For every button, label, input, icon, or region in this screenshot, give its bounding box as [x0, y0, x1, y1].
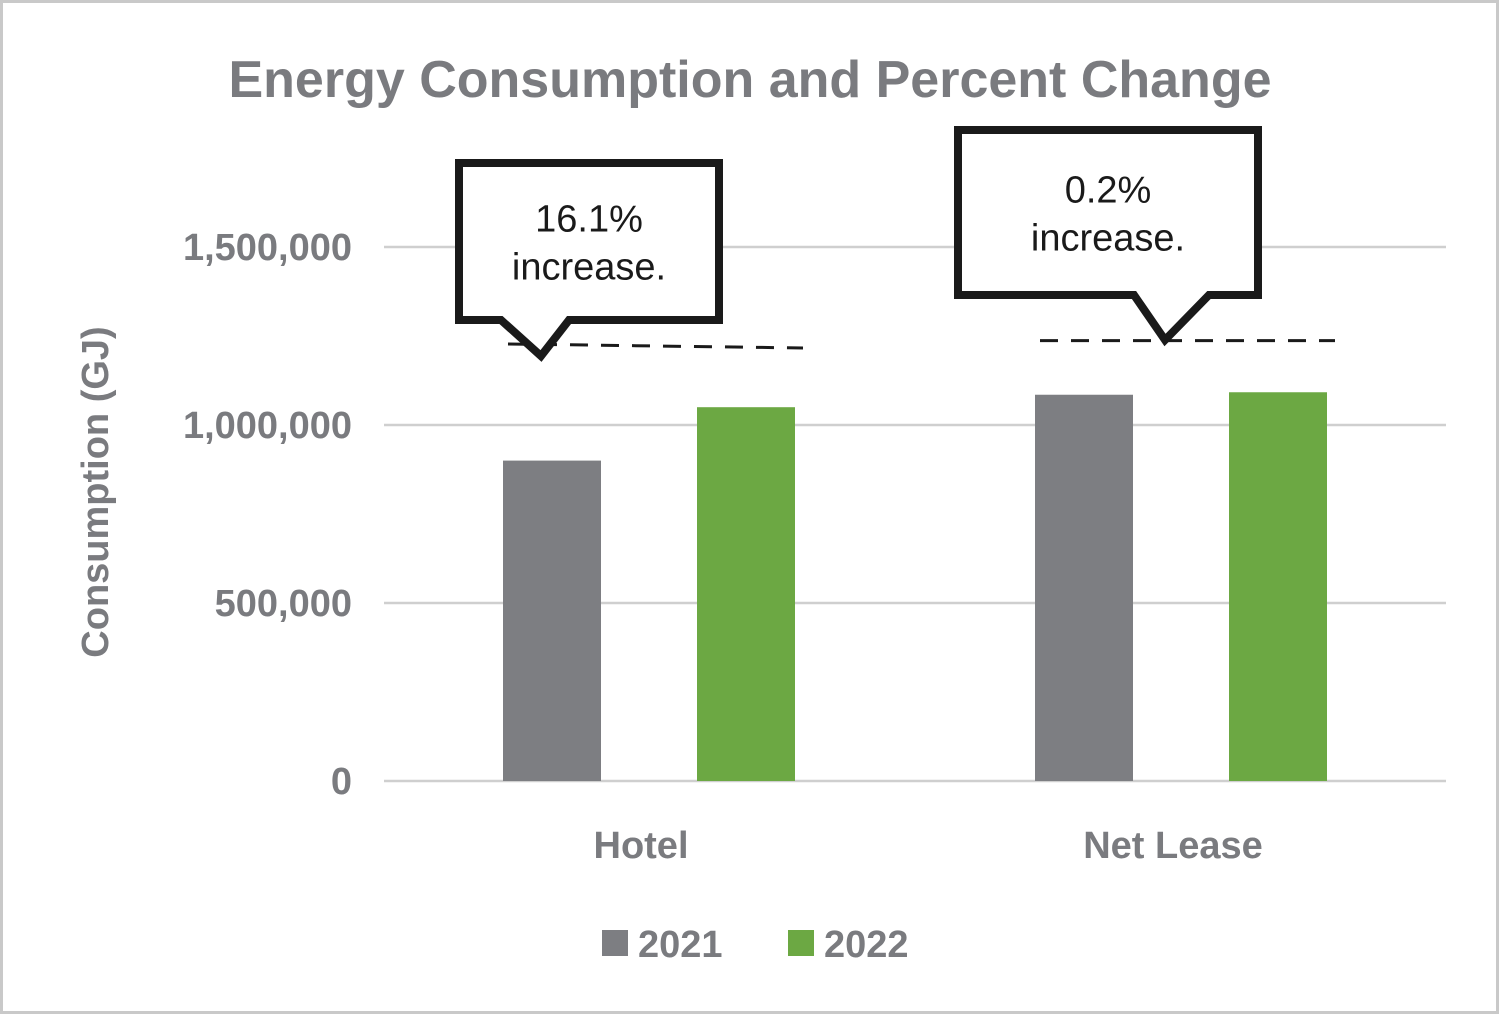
- legend: 2021 2022: [602, 924, 909, 966]
- x-axis-categories: Hotel Net Lease: [594, 825, 1263, 867]
- bars: [503, 392, 1327, 781]
- y-axis-label: Consumption (GJ): [75, 326, 117, 657]
- bar-hotel-2021: [503, 460, 601, 781]
- legend-swatch-2022: [788, 930, 814, 956]
- y-tick-label: 500,000: [215, 583, 352, 625]
- callout-box: [455, 159, 723, 362]
- callouts: 16.1% increase. 0.2% increase.: [455, 126, 1335, 362]
- bar-net-lease-2022: [1229, 392, 1327, 781]
- y-tick-label: 0: [331, 761, 352, 803]
- legend-label-2021: 2021: [638, 924, 723, 966]
- callout-label: increase.: [512, 247, 666, 289]
- chart-title: Energy Consumption and Percent Change: [228, 51, 1271, 109]
- x-tick-label: Net Lease: [1083, 825, 1263, 867]
- x-tick-label: Hotel: [594, 825, 689, 867]
- bar-net-lease-2021: [1035, 394, 1133, 781]
- bar-hotel-2022: [697, 407, 795, 781]
- legend-swatch-2021: [602, 930, 628, 956]
- callout-label: increase.: [1031, 218, 1185, 260]
- callout-percent: 0.2%: [1065, 170, 1152, 212]
- callout-percent: 16.1%: [535, 199, 643, 241]
- y-tick-label: 1,500,000: [183, 227, 352, 269]
- y-axis-ticks: 0 500,000 1,000,000 1,500,000: [183, 227, 352, 803]
- y-tick-label: 1,000,000: [183, 405, 352, 447]
- legend-label-2022: 2022: [824, 924, 909, 966]
- callout-box: [954, 126, 1262, 347]
